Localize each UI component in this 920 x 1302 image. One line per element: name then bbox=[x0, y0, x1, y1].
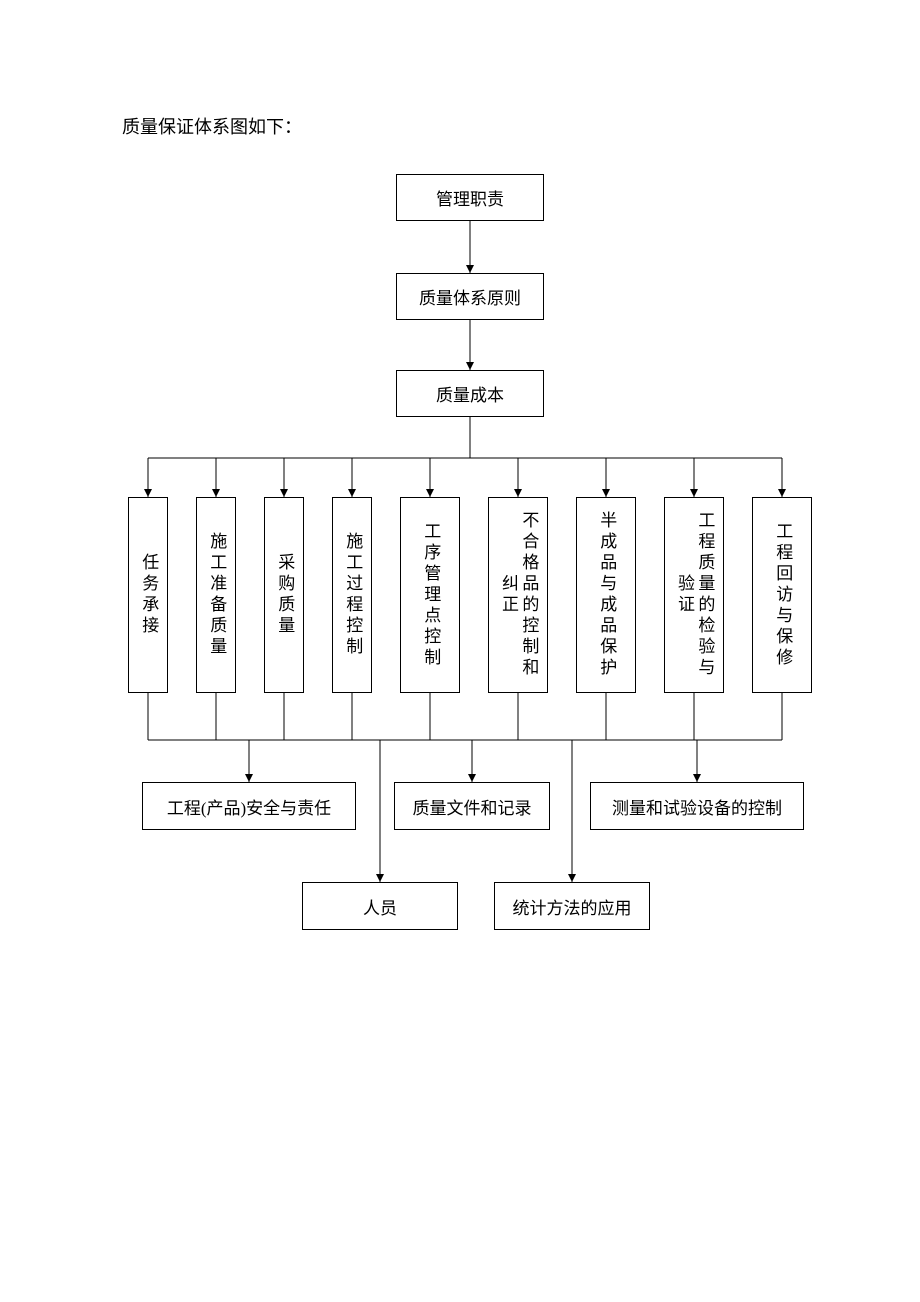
node-product-protection: 半成品与成品保护 bbox=[576, 497, 636, 693]
node-nonconforming: 不合格品的控制和纠正 bbox=[488, 497, 548, 693]
diagram-title: 质量保证体系图如下： bbox=[122, 113, 302, 139]
node-inspection-verification: 工程质量的检验与验证 bbox=[664, 497, 724, 693]
node-procedure-control: 工序管理点控制 bbox=[400, 497, 460, 693]
node-quality-cost: 质量成本 bbox=[396, 370, 544, 417]
node-task-acceptance: 任务承接 bbox=[128, 497, 168, 693]
node-construction-prep: 施工准备质量 bbox=[196, 497, 236, 693]
node-construction-process: 施工过程控制 bbox=[332, 497, 372, 693]
node-revisit-warranty: 工程回访与保修 bbox=[752, 497, 812, 693]
node-procurement: 采购质量 bbox=[264, 497, 304, 693]
node-measurement-equipment: 测量和试验设备的控制 bbox=[590, 782, 804, 830]
node-quality-system-principle: 质量体系原则 bbox=[396, 273, 544, 320]
node-management: 管理职责 bbox=[396, 174, 544, 221]
node-statistics: 统计方法的应用 bbox=[494, 882, 650, 930]
node-safety-responsibility: 工程(产品)安全与责任 bbox=[142, 782, 356, 830]
node-personnel: 人员 bbox=[302, 882, 458, 930]
node-documents-records: 质量文件和记录 bbox=[394, 782, 550, 830]
